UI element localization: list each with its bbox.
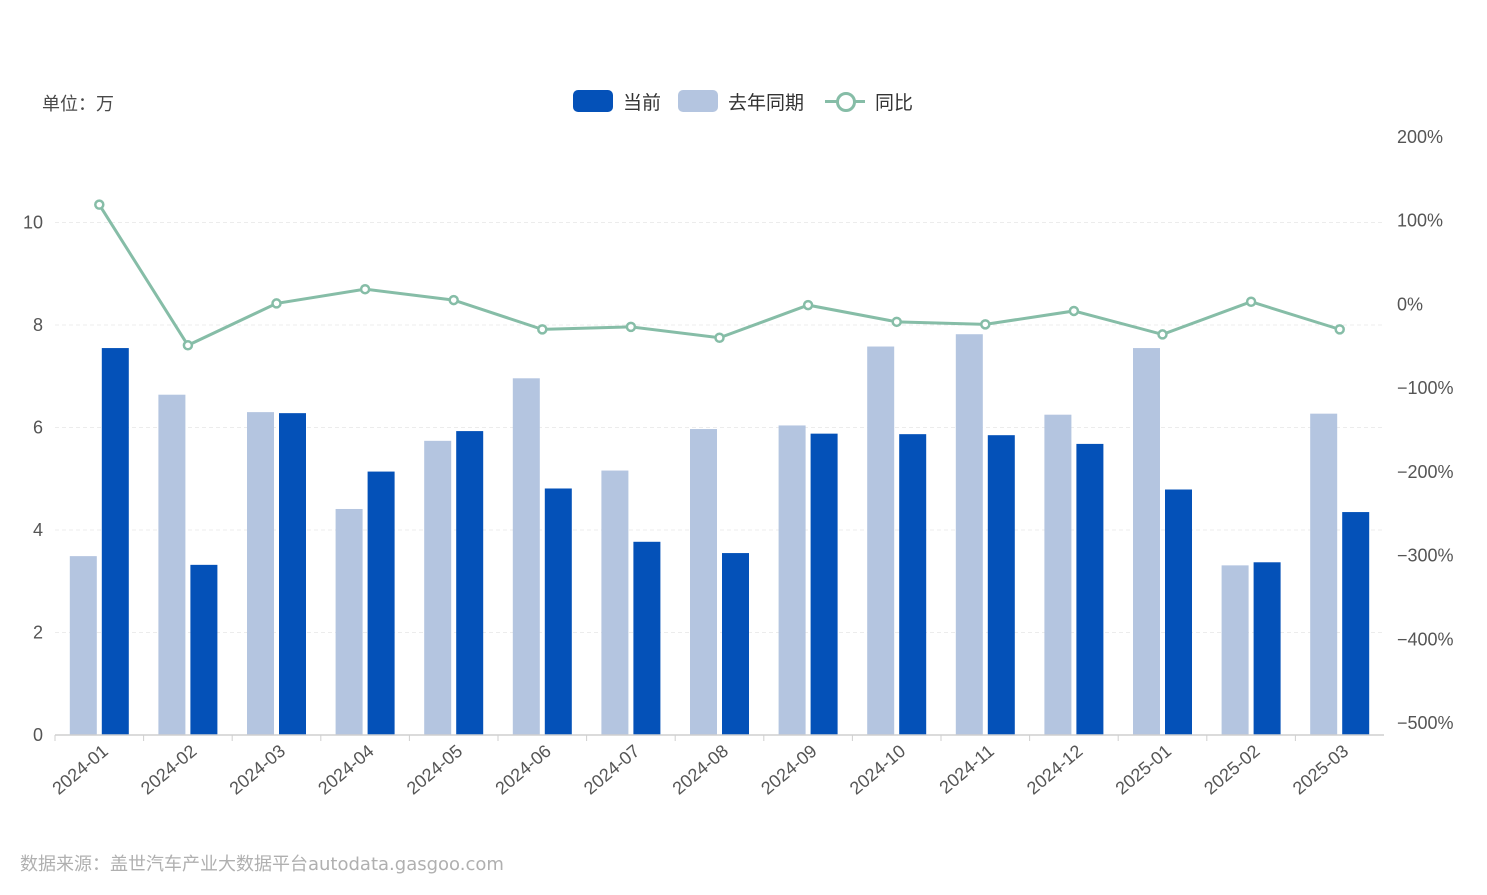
bar-current	[456, 431, 484, 735]
x-tick-label: 2024-08	[669, 741, 732, 799]
bar-last-year	[1044, 414, 1072, 735]
bar-current	[190, 564, 218, 735]
legend-label-last-year: 去年同期	[728, 91, 805, 114]
yoy-point	[448, 294, 459, 306]
bar-last-year	[601, 470, 629, 735]
bar-current	[899, 434, 927, 735]
yoy-point	[1334, 324, 1345, 335]
bar-last-year	[1221, 565, 1249, 735]
yoy-point	[271, 298, 282, 309]
yoy-point	[359, 283, 371, 295]
bar-current	[367, 471, 395, 735]
yoy-point	[714, 332, 725, 344]
x-tick-label: 2024-11	[935, 741, 997, 798]
yoy-point	[1245, 296, 1257, 308]
x-tick-label: 2024-09	[757, 741, 820, 799]
bar-last-year	[690, 429, 717, 735]
bar-current	[1253, 562, 1281, 735]
yoy-point	[94, 199, 105, 210]
bar-current	[722, 553, 749, 735]
bar-last-year	[867, 346, 895, 735]
x-tick-label: 2024-02	[137, 741, 200, 799]
y-right-tick-label: −500%	[1397, 713, 1454, 733]
bar-last-year	[955, 334, 983, 735]
y-left-tick-label: 2	[33, 623, 43, 643]
bar-current	[279, 413, 306, 735]
y-right-tick-label: −400%	[1397, 629, 1454, 649]
y-right-tick-label: −200%	[1397, 462, 1454, 482]
legend-item-current[interactable]: 当前	[573, 86, 661, 116]
legend-swatch-last-year	[678, 90, 718, 112]
yoy-point	[1068, 305, 1080, 317]
bar-last-year	[335, 508, 363, 735]
unit-label: 单位：万	[42, 94, 114, 115]
y-left-tick-label: 4	[33, 520, 43, 540]
y-right-tick-label: 100%	[1397, 211, 1443, 231]
x-tick-label: 2024-06	[491, 741, 554, 799]
legend-swatch-current	[573, 90, 613, 112]
bar-last-year	[512, 378, 540, 735]
yoy-point	[802, 299, 814, 311]
yoy-point	[537, 324, 548, 335]
bar-last-year	[778, 425, 806, 735]
bar-current	[633, 541, 661, 735]
y-left-tick-label: 10	[23, 213, 43, 233]
x-tick-label: 2025-01	[1112, 741, 1175, 799]
x-tick-label: 2024-12	[1023, 741, 1086, 799]
bar-current	[544, 488, 572, 735]
legend: 当前 去年同期 同比	[0, 86, 1487, 116]
bar-current	[987, 435, 1015, 735]
y-right-tick-label: −300%	[1397, 546, 1454, 566]
y-right-tick-label: 200%	[1397, 127, 1443, 147]
legend-label-current: 当前	[623, 91, 662, 114]
x-tick-label: 2025-02	[1200, 741, 1263, 799]
yoy-point	[625, 321, 637, 333]
x-tick-label: 2025-03	[1289, 741, 1352, 799]
x-tick-label: 2024-07	[580, 741, 643, 799]
bar-current	[1342, 512, 1370, 735]
bar-last-year	[247, 412, 274, 735]
bar-last-year	[69, 556, 97, 735]
yoy-point	[182, 340, 194, 351]
bar-last-year	[424, 440, 452, 735]
bar-current	[810, 433, 838, 735]
y-left-tick-label: 8	[33, 315, 43, 335]
bar-last-year	[1133, 348, 1160, 735]
bar-current	[101, 348, 129, 735]
legend-label-yoy: 同比	[875, 91, 914, 114]
yoy-point	[980, 319, 991, 330]
legend-item-last-year[interactable]: 去年同期	[678, 86, 804, 116]
bar-last-year	[158, 394, 186, 735]
legend-swatch-yoy	[825, 90, 865, 112]
yoy-line	[98, 203, 1341, 348]
x-tick-label: 2024-04	[314, 741, 377, 799]
x-tick-label: 2024-03	[226, 741, 289, 799]
x-tick-label: 2024-05	[403, 741, 466, 799]
x-tick-label: 2024-10	[846, 741, 909, 799]
yoy-point	[1157, 329, 1168, 340]
bar-current	[1076, 443, 1104, 735]
x-tick-label: 2024-01	[48, 741, 111, 799]
y-left-tick-label: 0	[33, 725, 43, 745]
data-source-footer: 数据来源：盖世汽车产业大数据平台autodata.gasgoo.com	[20, 854, 504, 875]
legend-item-yoy[interactable]: 同比	[825, 86, 913, 116]
bar-last-year	[1310, 413, 1338, 735]
y-right-tick-label: 0%	[1397, 294, 1423, 314]
yoy-point	[891, 316, 902, 328]
y-left-tick-label: 6	[33, 418, 43, 438]
bar-current	[1165, 489, 1192, 735]
y-right-tick-label: −100%	[1397, 378, 1454, 398]
